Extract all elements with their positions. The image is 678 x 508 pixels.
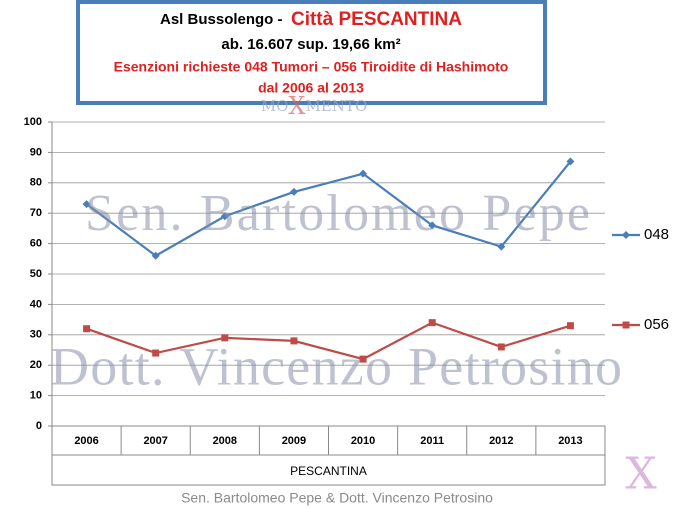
footer-watermark: Sen. Bartolomeo Pepe & Dott. Vincenzo Pe… xyxy=(181,490,493,506)
marker xyxy=(566,322,574,330)
marker xyxy=(497,242,506,251)
marker xyxy=(359,169,368,178)
series-line xyxy=(85,160,572,258)
title-line: Asl Bussolengo - Città PESCANTINA xyxy=(160,9,462,30)
logo-right: MENTO xyxy=(306,97,368,115)
y-tick-label: 50 xyxy=(30,268,42,280)
marker xyxy=(83,325,91,333)
title-highlight: Città PESCANTINA xyxy=(291,9,462,30)
legend-label: 056 xyxy=(644,316,669,333)
x-tick-label: 2011 xyxy=(420,435,444,447)
x-tick-label: 2009 xyxy=(282,435,306,447)
marker xyxy=(220,212,229,221)
logo: MOXMENTO xyxy=(261,92,368,120)
plot: 0 10 20 30 40 50 60 70 80 90 100 2006 2007 2008 2009 20… xyxy=(24,116,669,486)
x-tick-label: 2006 xyxy=(74,435,98,447)
y-tick-label: 70 xyxy=(30,207,42,219)
x-axis-label: PESCANTINA xyxy=(290,464,367,478)
logo-mark: X xyxy=(288,92,305,120)
marker xyxy=(151,251,160,260)
marker xyxy=(290,337,298,345)
marker xyxy=(359,355,367,363)
y-tick-label: 20 xyxy=(30,359,42,371)
marker xyxy=(622,231,630,239)
y-tick-label: 80 xyxy=(30,177,42,189)
annotation: dal 2006 al 2013 xyxy=(258,80,364,96)
y-tick-label: 0 xyxy=(36,420,42,432)
x-tick-label: 2012 xyxy=(489,435,513,447)
subtitle: ab. 16.607 sup. 19,66 km² xyxy=(221,36,400,53)
x-tick-label: 2010 xyxy=(351,435,375,447)
y-tick-label: 100 xyxy=(24,116,42,128)
watermark: Sen. Bartolomeo Pepe xyxy=(85,185,590,242)
x-tick-label: 2013 xyxy=(558,435,582,447)
title-box xyxy=(76,0,547,105)
marker xyxy=(289,187,298,196)
marker xyxy=(428,221,437,230)
logo-left: MO xyxy=(261,97,289,115)
y-tick-label: 40 xyxy=(30,298,42,310)
marker xyxy=(221,334,229,342)
x-tick-label: 2007 xyxy=(143,435,167,447)
y-tick-label: 90 xyxy=(30,146,42,158)
marker xyxy=(428,319,436,327)
y-tick-label: 60 xyxy=(30,238,42,250)
watermark: Dott. Vincenzo Petrosino xyxy=(50,336,622,396)
series-line xyxy=(86,321,571,361)
marker xyxy=(566,157,575,166)
annotation: Esenzioni richieste 048 Tumori – 056 Tir… xyxy=(114,59,509,75)
marker xyxy=(622,321,630,329)
legend-label: 048 xyxy=(644,226,669,243)
logo-mark-corner: X xyxy=(625,449,657,500)
y-tick-label: 30 xyxy=(30,329,42,341)
marker xyxy=(152,349,160,357)
x-tick-label: 2008 xyxy=(213,435,237,447)
marker xyxy=(82,200,91,209)
marker xyxy=(497,343,505,351)
y-tick-label: 10 xyxy=(30,390,42,402)
title: Asl Bussolengo - xyxy=(160,11,283,28)
